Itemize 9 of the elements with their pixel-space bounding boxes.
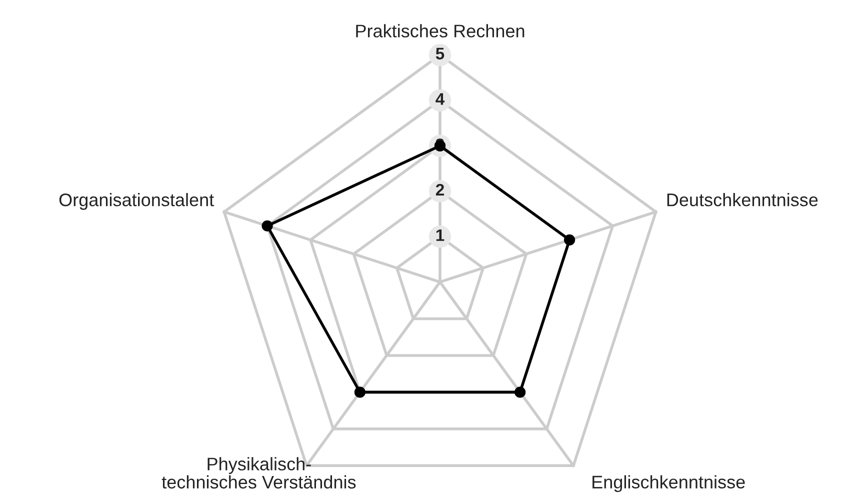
y-tick-label: 5	[436, 48, 444, 60]
y-tick-label: 4	[436, 93, 445, 105]
spoke-label: Deutschkenntnisse	[667, 193, 818, 206]
y-tick-label: 2	[436, 184, 444, 196]
spoke-label: Physikalisch- technisches Verständnis	[162, 457, 356, 489]
spoke-label: Englischkenntnisse	[592, 475, 745, 492]
spoke-label: Praktisches Rechnen	[356, 24, 524, 38]
y-tick-label: 1	[436, 229, 444, 241]
spoke-label: Organisationstalent	[59, 193, 214, 210]
